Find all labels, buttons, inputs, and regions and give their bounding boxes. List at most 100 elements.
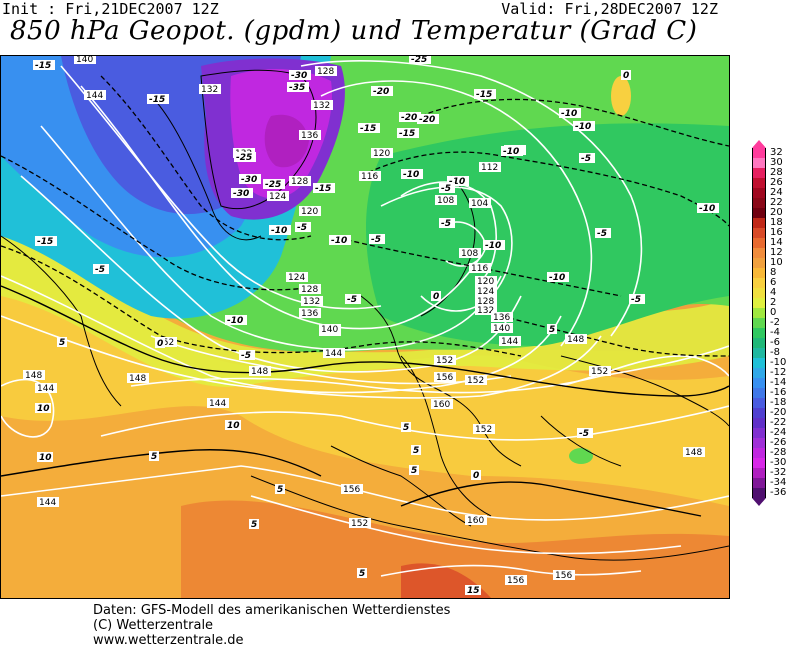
legend-swatch [752,268,766,278]
temperature-label: -5 [347,295,357,305]
legend-swatch [752,238,766,248]
geopotential-label: 156 [555,571,572,581]
geopotential-label: 144 [325,349,342,359]
temperature-label-bg [621,70,631,80]
temperature-label-bg [579,153,595,163]
temperature-label-bg [313,183,335,193]
geopotential-label-bg [475,286,497,296]
legend-swatch [752,148,766,158]
legend-label: 22 [770,197,783,208]
legend-label: -4 [770,327,780,338]
legend-label: 18 [770,217,783,228]
temperature-label-bg [37,452,53,462]
geopotential-label: 124 [269,192,286,202]
geopotential-label: 144 [501,337,518,347]
temperature-label: 0 [623,71,629,81]
geopotential-label: 148 [251,367,268,377]
temperature-label-bg [287,82,309,92]
legend-swatch [752,208,766,218]
geopotential-label-bg [475,296,497,306]
geopotential-label: 136 [301,131,318,141]
geopotential-label: 132 [313,101,330,111]
zero-isotherm [1,285,729,517]
geopotential-label-bg [465,515,487,525]
temperature-label-bg [439,218,455,228]
geopotential-label: 144 [209,399,226,409]
legend-swatch [752,248,766,258]
temperature-label-bg [269,225,291,235]
legend-swatch [752,298,766,308]
temperature-color-legend: 32 30 28 26 24 22 20 18 16 14 12 10 8 6 4 2 0 -2 -4 -6 -8 -10… [752,140,786,506]
legend-label: 20 [770,207,783,218]
legend-label: -28 [770,447,787,458]
temperature-labels: -15-15-30-35-25-20-20-15-10-15-15-20-10-… [33,56,719,596]
legend-swatch [752,458,766,468]
temperature-label-bg [573,121,595,131]
legend-swatch [752,438,766,448]
temperature-label-bg [483,240,505,250]
geopotential-label-bg [434,355,456,365]
geopotential-label: 156 [436,373,453,383]
geopotential-label-bg [315,66,337,76]
temperature-label: -10 [449,177,465,187]
temperature-label: 5 [151,452,157,462]
temperature-label-bg [447,176,469,186]
geopotential-label-bg [565,334,587,344]
geopotential-label: 120 [301,207,318,217]
geopotential-label-bg [505,575,527,585]
geopotential-label-bg [469,198,491,208]
geopotential-label-bg [589,366,611,376]
temperature-label-bg [239,350,255,360]
geopotential-label-bg [299,130,321,140]
temperature-label: -15 [149,95,165,105]
legend-swatch [752,408,766,418]
geopotential-label: 120 [373,149,390,159]
temperature-label-bg [35,403,51,413]
temperature-label: -5 [597,229,607,239]
geopotential-label: 132 [303,297,320,307]
legend-swatch [752,388,766,398]
legend-swatch [752,378,766,388]
temperature-label: -5 [579,429,589,439]
temperature-label: -5 [297,223,307,233]
legend-label: -20 [770,407,787,418]
geopotential-label: 124 [288,273,305,283]
footer-url: www.wetterzentrale.de [93,633,244,648]
legend-label: 4 [770,287,777,298]
geopotential-label-bg [199,84,221,94]
temperature-label-bg [35,236,57,246]
legend-label: -12 [770,367,787,378]
legend-swatch [752,358,766,368]
geopotential-label: 156 [507,576,524,586]
temperature-label: -5 [95,265,105,275]
geopotential-label-bg [155,337,177,347]
geopotential-label-bg [127,373,149,383]
geopotential-label-bg [323,348,345,358]
temperature-label-bg [577,428,593,438]
geopotential-label-bg [311,100,333,110]
temperature-label: -15 [360,124,376,134]
temperature-label: -10 [561,109,577,119]
legend-swatch [752,168,766,178]
temperature-label: -15 [399,129,415,139]
temperature-label-bg [471,470,481,480]
geopotential-label: 148 [25,371,42,381]
legend-swatch [752,428,766,438]
temperature-label-bg [57,337,67,347]
geopotential-label-bg [289,176,311,186]
legend-label: -36 [770,487,787,498]
legend-label: 14 [770,237,783,248]
legend-label: 0 [770,307,777,318]
geopotential-label: 152 [157,338,174,348]
geopotential-label: 160 [433,400,450,410]
geopotential-label: 152 [591,367,608,377]
temperature-label: -5 [441,219,451,229]
temperature-label: -15 [476,90,492,100]
geopotential-label-bg [299,206,321,216]
temperature-label-bg [149,451,159,461]
legend-label: 24 [770,187,783,198]
legend-label: -18 [770,397,787,408]
temperature-label-bg [501,146,523,156]
temperature-label: -10 [699,204,715,214]
geopotential-label-bg [371,148,393,158]
